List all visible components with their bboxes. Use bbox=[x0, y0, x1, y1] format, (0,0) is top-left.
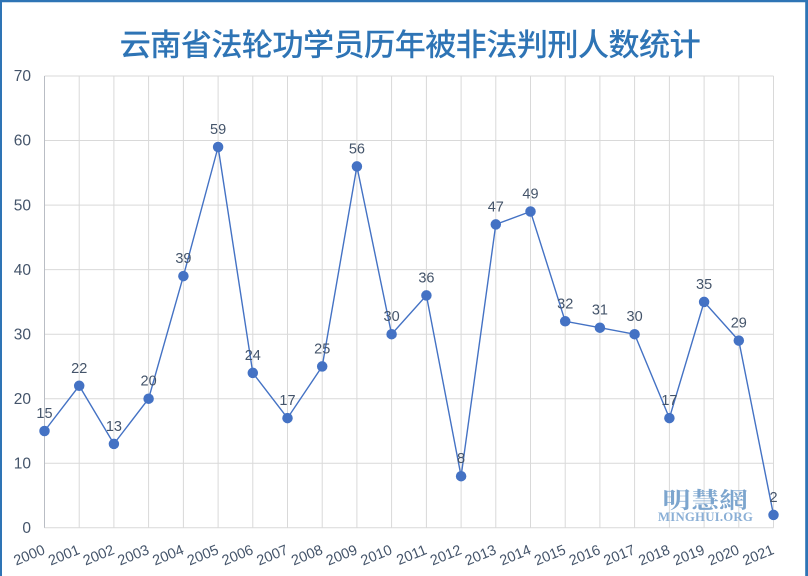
svg-text:20: 20 bbox=[141, 374, 157, 390]
svg-text:31: 31 bbox=[592, 303, 608, 319]
svg-text:MINGHUI.ORG: MINGHUI.ORG bbox=[658, 510, 753, 524]
svg-text:47: 47 bbox=[488, 199, 504, 215]
svg-text:0: 0 bbox=[22, 520, 31, 537]
svg-text:15: 15 bbox=[36, 406, 52, 422]
svg-text:70: 70 bbox=[14, 68, 32, 85]
svg-text:10: 10 bbox=[14, 456, 32, 473]
svg-text:56: 56 bbox=[349, 141, 365, 157]
svg-text:49: 49 bbox=[522, 187, 538, 203]
svg-text:24: 24 bbox=[245, 348, 261, 364]
svg-text:30: 30 bbox=[384, 309, 400, 325]
svg-text:17: 17 bbox=[279, 393, 295, 409]
svg-text:36: 36 bbox=[418, 270, 434, 286]
svg-text:35: 35 bbox=[696, 277, 712, 293]
svg-text:29: 29 bbox=[731, 316, 747, 332]
svg-text:30: 30 bbox=[627, 309, 643, 325]
svg-text:17: 17 bbox=[661, 393, 677, 409]
svg-text:22: 22 bbox=[71, 361, 87, 377]
svg-text:25: 25 bbox=[314, 341, 330, 357]
svg-text:50: 50 bbox=[14, 197, 32, 214]
svg-text:40: 40 bbox=[14, 262, 32, 279]
svg-text:13: 13 bbox=[106, 419, 122, 435]
svg-text:2: 2 bbox=[769, 490, 777, 506]
svg-text:32: 32 bbox=[557, 296, 573, 312]
svg-text:8: 8 bbox=[457, 451, 465, 467]
svg-text:30: 30 bbox=[14, 326, 32, 343]
svg-text:39: 39 bbox=[175, 251, 191, 267]
svg-text:59: 59 bbox=[210, 122, 226, 138]
svg-text:60: 60 bbox=[14, 133, 32, 150]
svg-text:20: 20 bbox=[14, 391, 32, 408]
